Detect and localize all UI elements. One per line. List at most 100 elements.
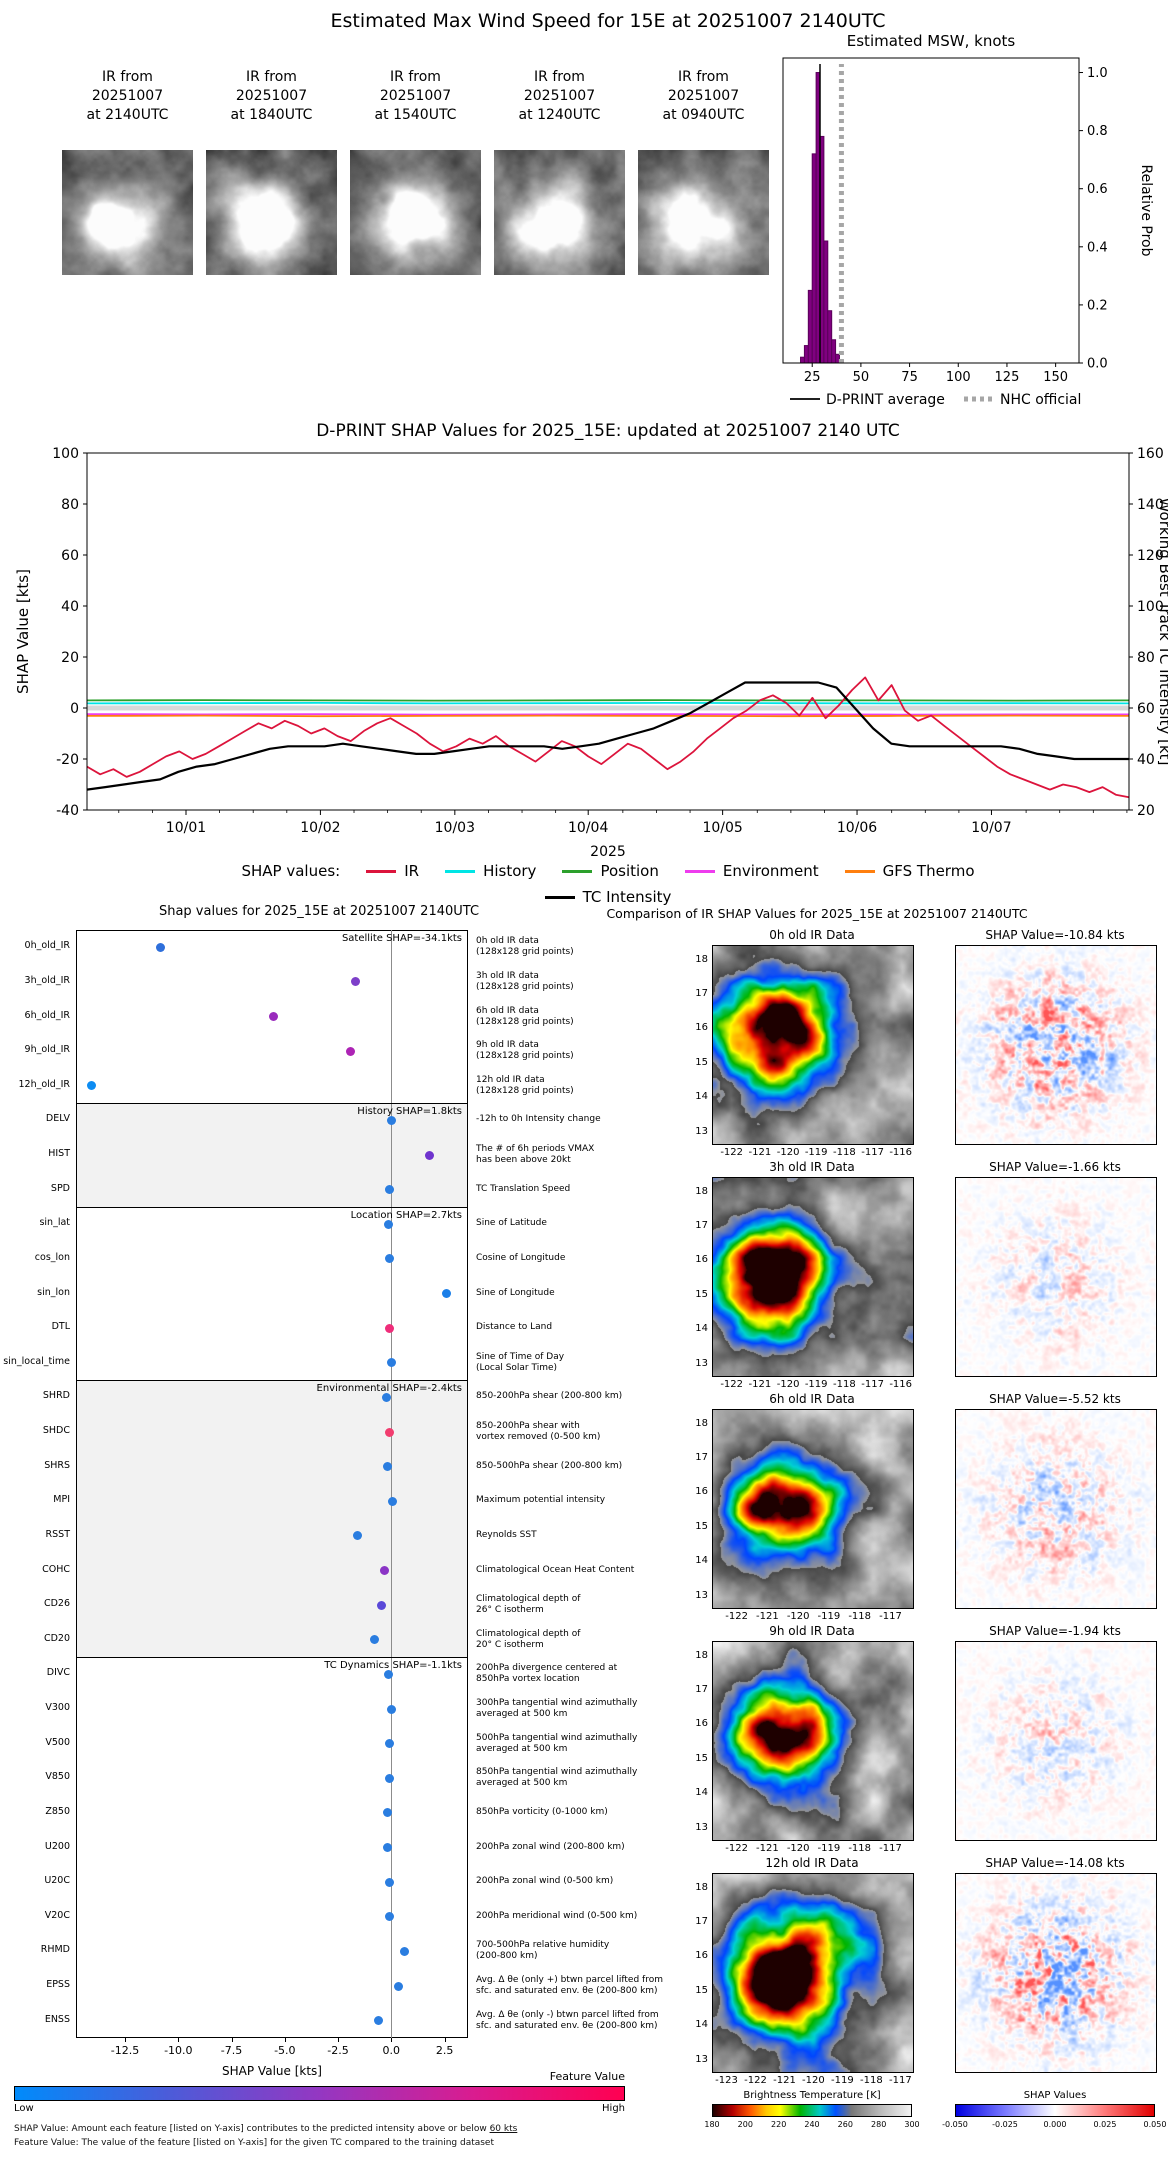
lon-tick-label: -121 — [748, 1379, 772, 1390]
lat-tick-label: 14 — [695, 2019, 708, 2031]
feature-dot-9h_old_IR — [345, 1046, 355, 1056]
ir-thumbnail-0: IR from 20251007 at 2140UTC — [62, 68, 193, 275]
bt-tick-label: 240 — [804, 2120, 820, 2129]
group-header-tc-dynamics: TC Dynamics SHAP=-1.1kts — [324, 1660, 462, 1671]
left-tick-label: 0 — [70, 701, 79, 717]
ts-legend-prefix: SHAP values: — [241, 862, 341, 880]
feature-desc-ENSS: Avg. Δ θe (only -) btwn parcel lifted fr… — [476, 2010, 666, 2031]
feature-label-DIVC: DIVC — [46, 1667, 70, 1678]
group-shade-environmental — [77, 1380, 467, 1657]
shap-x-tick-label: -12.5 — [110, 2044, 140, 2057]
feature-dot-RSST — [352, 1531, 362, 1541]
ir-map-title-2: 6h old IR Data — [769, 1392, 855, 1406]
lat-tick-label: 14 — [695, 1323, 708, 1335]
feature-dot-SHRS — [382, 1462, 392, 1472]
lat-tick-label: 17 — [695, 1915, 708, 1927]
lat-tick-label: 16 — [695, 1486, 708, 1498]
lon-tick-label: -122 — [720, 1379, 744, 1390]
ir-thumbnail-label-line: 20251007 — [91, 88, 164, 104]
lat-tick-label: 15 — [695, 1752, 708, 1764]
shap-map-0 — [955, 945, 1157, 1145]
feature-desc-line: Cosine of Longitude — [476, 1253, 566, 1263]
feature-desc-line: averaged at 500 km — [476, 1708, 568, 1719]
shap-timeseries-chart: D-PRINT SHAP Values for 2025_15E: update… — [14, 421, 1168, 860]
feature-desc-line: 200hPa divergence centered at — [476, 1663, 618, 1673]
feature-desc-line: -12h to 0h Intensity change — [476, 1114, 601, 1124]
comparison-title: Comparison of IR SHAP Values for 2025_15… — [606, 906, 1028, 921]
feature-dot-cos_lon — [384, 1254, 394, 1264]
feature-desc-line: 200hPa zonal wind (200-800 km) — [476, 1842, 625, 1852]
group-separator-1 — [76, 1103, 468, 1104]
lon-tick-label: -118 — [833, 1147, 856, 1158]
feature-desc-line: Sine of Time of Day — [476, 1352, 565, 1362]
left-tick-label: 20 — [61, 650, 79, 666]
ir-thumbnail-label-line: 20251007 — [523, 88, 596, 104]
feature-label-3h_old_IR: 3h_old_IR — [24, 975, 70, 986]
lon-tick-label: -119 — [817, 1843, 841, 1854]
ir-thumbnail-label-line: IR from — [390, 69, 441, 85]
x-tick-label: 10/07 — [971, 820, 1011, 836]
legend-dprint-label: D-PRINT average — [826, 392, 945, 408]
lat-tick-label: 17 — [695, 1219, 708, 1231]
timeseries-ylabel-right: Working Best Track TC Intensity [kt] — [1156, 498, 1168, 766]
lon-tick-label: -121 — [773, 2075, 796, 2086]
feature-dot-SHRD — [381, 1392, 391, 1402]
x-tick-label: 25 — [804, 370, 821, 385]
feature-dot-sin_local_time — [386, 1358, 396, 1368]
x-tick-label: 10/05 — [702, 820, 742, 836]
footnote-shap-value: SHAP Value: Amount each feature [listed … — [14, 2124, 517, 2134]
lon-tick-label: -116 — [889, 1379, 913, 1390]
left-tick-label: 60 — [61, 548, 79, 564]
feature-dot-3h_old_IR — [351, 977, 361, 987]
ir-map-0 — [712, 945, 914, 1145]
ir-thumbnail-label-line: at 2140UTC — [86, 107, 169, 123]
lon-tick-label: -122 — [720, 1147, 744, 1158]
feature-desc-line: 0h old IR data — [476, 936, 539, 946]
ir-map-3 — [712, 1641, 914, 1841]
shap-x-tick-label: -10.0 — [164, 2044, 193, 2057]
feature-label-CD26: CD26 — [43, 1598, 70, 1609]
y-tick-label: 1.0 — [1087, 66, 1108, 81]
feature-dot-6h_old_IR — [269, 1012, 279, 1022]
histogram-title: Estimated MSW, knots — [847, 32, 1016, 50]
feature-label-cos_lon: cos_lon — [34, 1252, 70, 1263]
right-tick-label: 80 — [1137, 650, 1155, 666]
lon-tick-label: -123 — [715, 2075, 738, 2086]
ir-thumbnail-image-3 — [494, 150, 625, 275]
feature-desc-COHC: Climatological Ocean Heat Content — [476, 1565, 666, 1576]
feature-label-CD20: CD20 — [43, 1633, 70, 1644]
feature-desc-CD20: Climatological depth of 20° C isotherm — [476, 1629, 666, 1650]
ir-thumbnail-label-line: IR from — [678, 69, 729, 85]
y-tick-label: 0.6 — [1087, 182, 1108, 197]
feature-desc-line: sfc. and saturated env. θe (200-800 km) — [476, 2020, 658, 2031]
feature-desc-DELV: -12h to 0h Intensity change — [476, 1114, 666, 1125]
timeseries-ylabel-left: SHAP Value [kts] — [14, 569, 32, 694]
feature-dot-Z850 — [382, 1808, 392, 1818]
histogram-bar — [827, 310, 833, 364]
footnote-feature-value: Feature Value: The value of the feature … — [14, 2138, 495, 2148]
shap-map-2 — [955, 1409, 1157, 1609]
lat-tick-label: 13 — [695, 1821, 708, 1833]
y-tick-label: 0.2 — [1087, 298, 1108, 313]
feature-desc-line: Climatological Ocean Heat Content — [476, 1565, 635, 1575]
feature-label-RHMD: RHMD — [40, 1944, 70, 1955]
bt-tick-label: 300 — [904, 2120, 920, 2129]
shap-x-tick-label: -5.0 — [274, 2044, 296, 2057]
feature-label-ENSS: ENSS — [44, 2014, 70, 2025]
feature-desc-line: 850-200hPa shear (200-800 km) — [476, 1391, 623, 1401]
y-tick-label: 0.4 — [1087, 240, 1108, 255]
feature-label-sin_lon: sin_lon — [37, 1287, 70, 1298]
feature-desc-6h_old_IR: 6h old IR data (128x128 grid points) — [476, 1006, 666, 1027]
feature-desc-MPI: Maximum potential intensity — [476, 1495, 666, 1506]
feature-desc-line: vortex removed (0-500 km) — [476, 1431, 601, 1442]
feature-desc-line: (128x128 grid points) — [476, 1016, 574, 1027]
right-tick-label: 40 — [1137, 752, 1155, 768]
legend-item-history: History — [445, 862, 536, 880]
legend-line-swatch — [844, 870, 875, 873]
shap-x-tick — [125, 2038, 126, 2042]
feature-desc-SHRS: 850-500hPa shear (200-800 km) — [476, 1461, 666, 1472]
feature-desc-line: 3h old IR data — [476, 971, 539, 981]
lon-tick-label: -116 — [889, 1147, 913, 1158]
feature-label-SHRD: SHRD — [42, 1390, 70, 1401]
feature-value-low-label: Low — [14, 2103, 34, 2114]
